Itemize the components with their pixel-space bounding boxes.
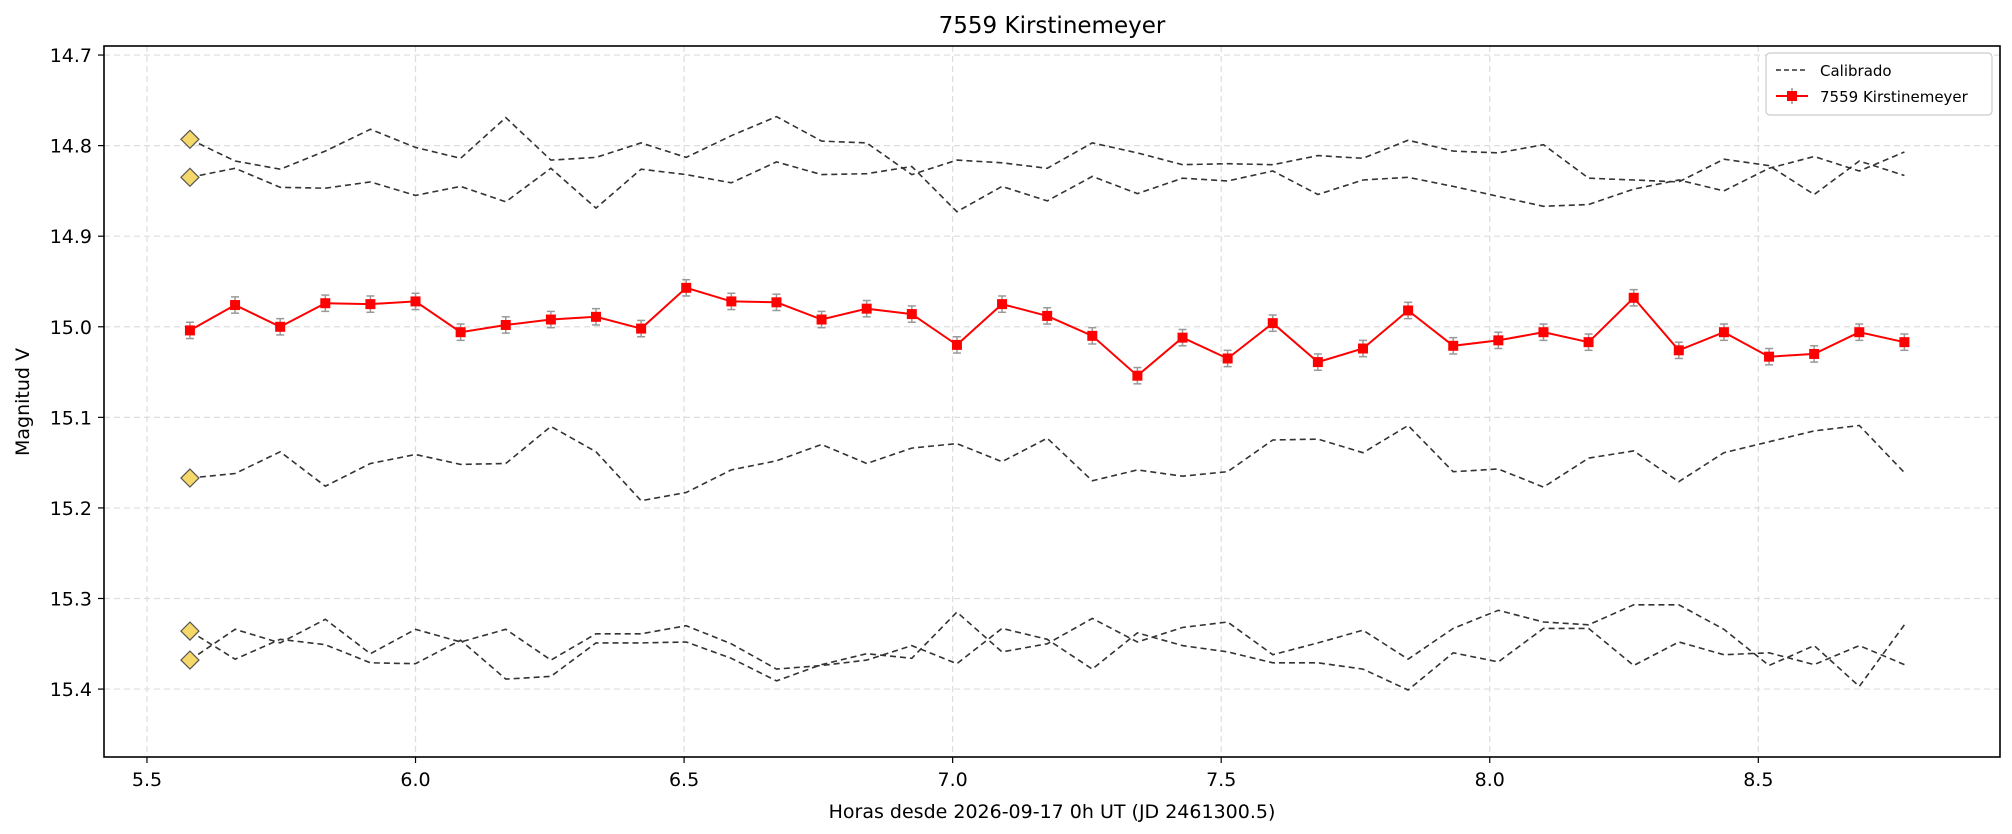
y-tick-label: 15.3	[50, 588, 92, 610]
target-point	[951, 339, 962, 350]
target-point	[861, 303, 872, 314]
x-tick-label: 5.5	[132, 769, 162, 791]
target-point	[455, 327, 466, 338]
x-axis-label: Horas desde 2026-09-17 0h UT (JD 2461300…	[829, 801, 1276, 823]
target-point	[320, 298, 331, 309]
calibrated-star-start-marker	[180, 167, 200, 188]
legend-calibrado-label: Calibrado	[1820, 62, 1892, 80]
calibrated-star-line	[189, 603, 1906, 688]
x-axis: 5.5 6.0 6.5 7.0 7.5 8.0 8.5	[132, 757, 1773, 791]
target-point	[906, 309, 917, 320]
target-point	[500, 319, 511, 330]
x-tick-label: 8.0	[1475, 769, 1505, 791]
target-point	[545, 314, 556, 325]
legend-box	[1765, 52, 1993, 116]
target-point	[636, 323, 647, 334]
target-point	[1403, 305, 1414, 316]
target-point	[1222, 353, 1233, 364]
target-point	[1854, 327, 1865, 338]
series-layer	[180, 115, 1910, 691]
target-point	[365, 299, 376, 310]
target-point	[1267, 318, 1278, 329]
target-point	[1628, 292, 1639, 303]
target-point	[1132, 370, 1143, 381]
plot-frame	[103, 45, 2001, 758]
y-tick-label: 15.1	[50, 407, 92, 429]
calibrated-star-line	[189, 424, 1905, 502]
calibrated-star-start-marker	[180, 621, 200, 641]
legend-target-label: 7559 Kirstinemeyer	[1820, 88, 1969, 106]
target-point	[184, 325, 195, 336]
target-point	[1583, 337, 1594, 348]
calibrated-star-line	[189, 618, 1905, 691]
y-tick-label: 15.0	[50, 317, 92, 339]
calibrated-star-start-marker	[180, 650, 200, 670]
target-point	[1087, 330, 1098, 341]
plot-area	[103, 45, 2001, 758]
y-axis-label: Magnitud V	[12, 348, 34, 456]
y-tick-label: 15.2	[50, 498, 92, 520]
target-point	[1764, 351, 1775, 362]
target-point	[1673, 345, 1684, 356]
target-point	[590, 311, 601, 322]
y-axis: 14.7 14.8 14.9 15.0 15.1 15.2 15.3 15.4	[50, 45, 104, 701]
target-point	[410, 296, 421, 307]
target-point	[997, 299, 1008, 310]
y-tick-label: 14.7	[50, 45, 92, 67]
plot-background	[104, 46, 2000, 757]
target-point	[1718, 327, 1729, 338]
calibrated-star-line	[189, 115, 1905, 196]
target-point	[275, 321, 286, 332]
target-point	[1357, 343, 1368, 354]
target-point	[1312, 357, 1323, 368]
target-point	[1042, 310, 1053, 321]
y-tick-label: 15.4	[50, 679, 92, 701]
y-tick-label: 14.8	[50, 136, 92, 158]
y-tick-label: 14.9	[50, 226, 92, 248]
calibrated-star-start-marker	[180, 468, 200, 488]
x-tick-label: 8.5	[1743, 769, 1773, 791]
target-point	[771, 297, 782, 308]
chart-title: 7559 Kirstinemeyer	[939, 13, 1166, 39]
legend: Calibrado 7559 Kirstinemeyer	[1765, 52, 1993, 116]
target-point	[1448, 340, 1459, 351]
calibrated-star-start-marker	[180, 129, 200, 150]
grid	[104, 46, 2000, 757]
target-point	[726, 296, 737, 307]
target-point	[230, 300, 241, 311]
target-point	[1493, 335, 1504, 346]
calibrated-star-line	[189, 151, 1905, 213]
target-point	[1809, 348, 1820, 359]
target-point	[681, 282, 692, 293]
target-point	[1177, 332, 1188, 343]
x-tick-label: 6.0	[400, 769, 430, 791]
target-point	[1538, 327, 1549, 338]
target-point	[816, 314, 827, 325]
x-tick-label: 6.5	[669, 769, 699, 791]
x-tick-label: 7.0	[938, 769, 968, 791]
legend-target-marker	[1787, 91, 1797, 101]
target-point	[1899, 337, 1910, 348]
x-tick-label: 7.5	[1206, 769, 1236, 791]
